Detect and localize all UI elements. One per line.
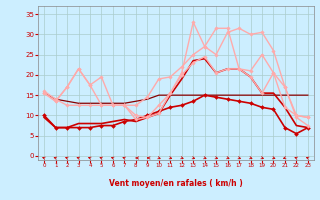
X-axis label: Vent moyen/en rafales ( km/h ): Vent moyen/en rafales ( km/h ) bbox=[109, 179, 243, 188]
